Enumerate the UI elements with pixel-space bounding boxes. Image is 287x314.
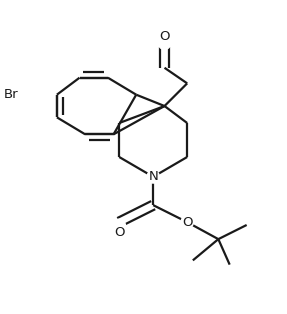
Text: O: O xyxy=(114,225,125,239)
Circle shape xyxy=(9,85,29,105)
Text: O: O xyxy=(159,30,170,43)
Circle shape xyxy=(147,171,159,183)
Text: O: O xyxy=(182,216,192,229)
Text: N: N xyxy=(148,170,158,183)
Circle shape xyxy=(181,216,193,228)
Circle shape xyxy=(113,219,125,232)
Text: Br: Br xyxy=(4,88,19,101)
Circle shape xyxy=(158,37,171,49)
